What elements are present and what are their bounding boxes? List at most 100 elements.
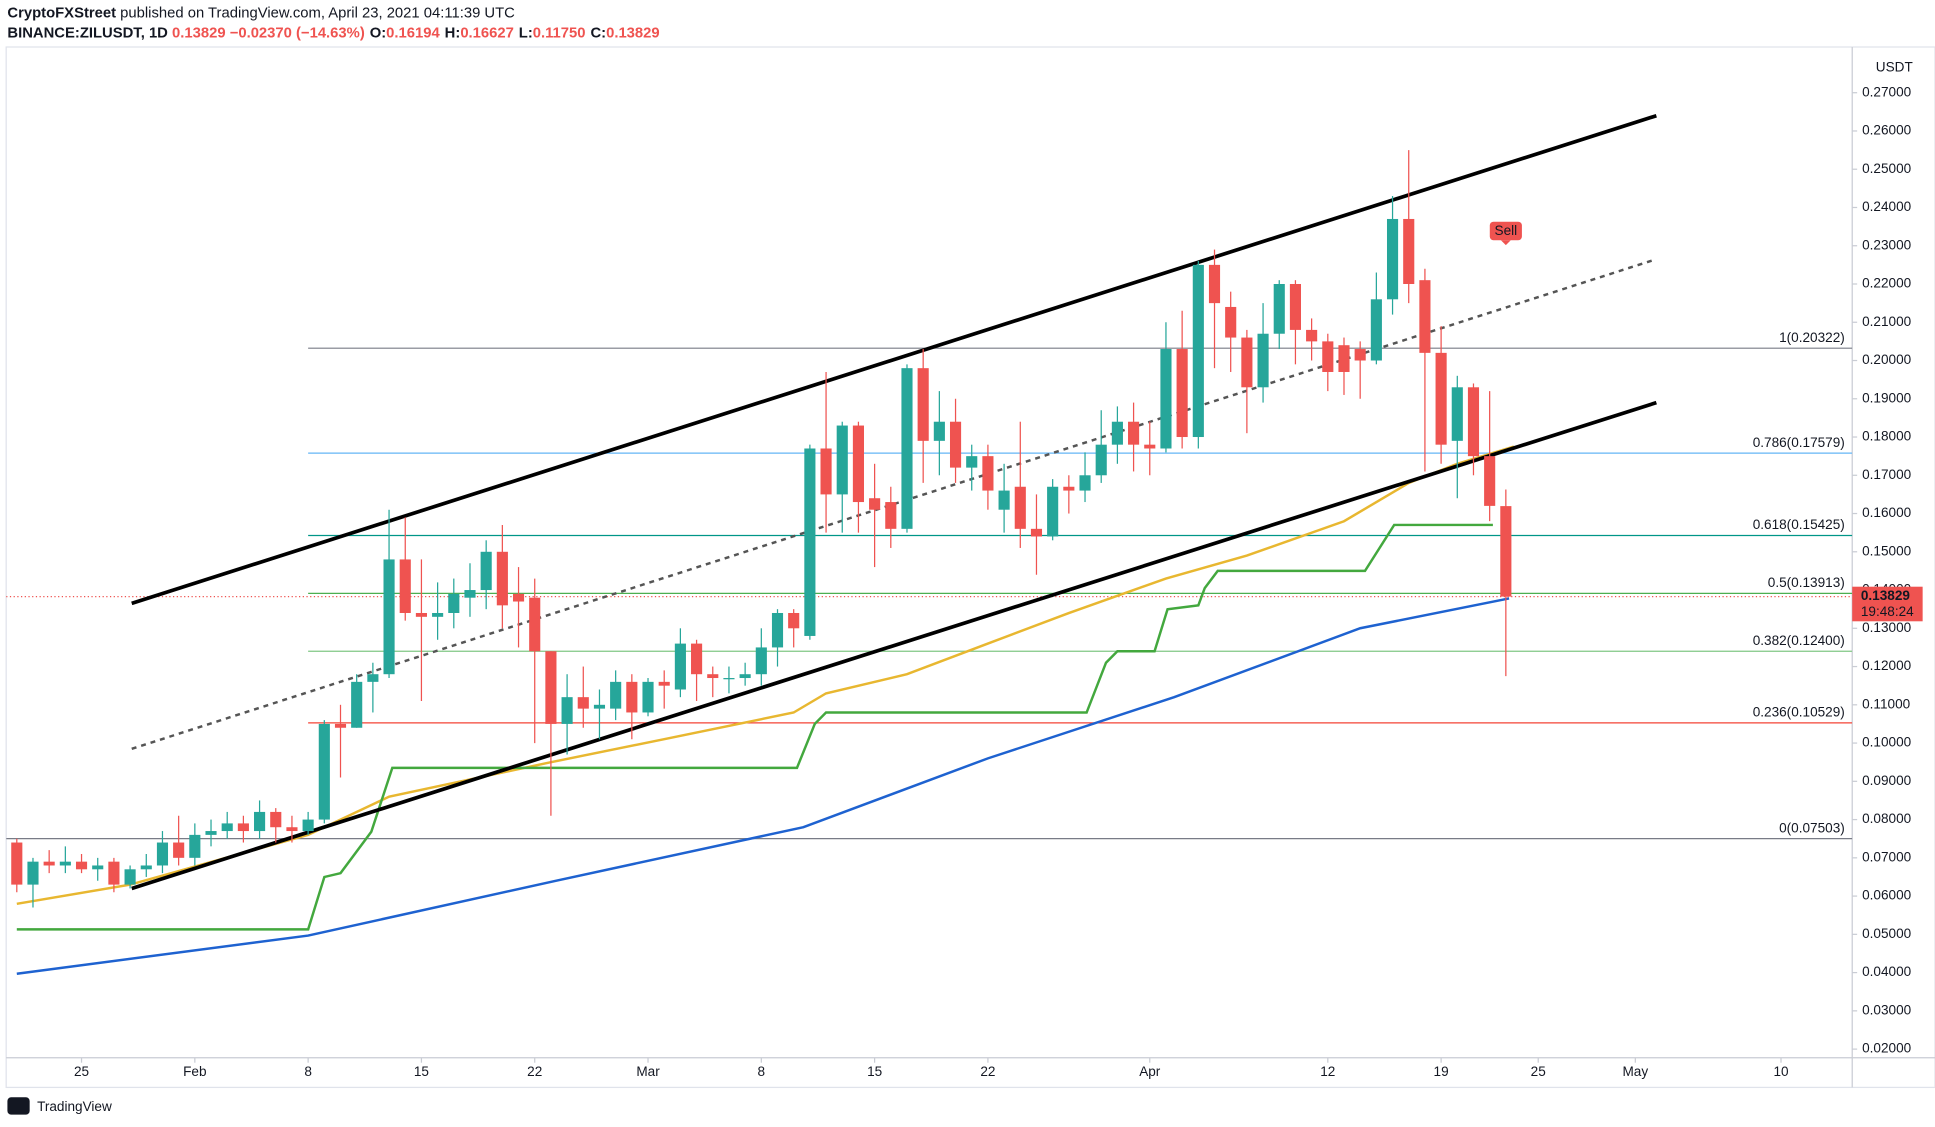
y-tick-label: 0.19000 — [1862, 390, 1912, 405]
y-tick-label: 0.10000 — [1862, 735, 1912, 750]
candle-body — [59, 861, 71, 866]
candle-body — [982, 456, 994, 491]
candle-body — [1419, 280, 1431, 353]
currency: USDT — [1876, 60, 1913, 75]
x-tick-label: 22 — [980, 1064, 995, 1079]
candle-body — [788, 612, 800, 629]
x-tick-label: 8 — [304, 1064, 312, 1079]
plot: 1(0.20322) 0.786(0.17579) 0.618(0.15425) 0.… — [6, 113, 1853, 975]
last-price-box — [1852, 586, 1923, 622]
overlay-line — [131, 113, 1657, 606]
candle-body — [998, 490, 1010, 510]
fib-label: 1(0.20322) — [1779, 330, 1845, 345]
sell-marker — [1489, 221, 1522, 241]
candle-body — [1257, 333, 1269, 388]
candle-body — [1403, 218, 1415, 284]
ohlc-label: H: — [445, 25, 461, 41]
y-tick-label: 0.04000 — [1862, 964, 1912, 979]
candle-body — [1289, 283, 1301, 330]
header-line-2: BINANCE:ZILUSDT, 1D 0.13829 −0.02370 (−1… — [7, 25, 659, 41]
ohlc-value: 0.11750 — [533, 25, 586, 41]
y-tick-label: 0.11000 — [1862, 696, 1911, 711]
candle-body — [75, 861, 88, 870]
x-tick-label: Feb — [183, 1064, 206, 1079]
candle-body — [1192, 264, 1204, 438]
candle-body — [92, 865, 104, 870]
candle-body — [1500, 506, 1512, 597]
candle-body — [1241, 337, 1253, 388]
fib-label: 0(0.07503) — [1779, 820, 1845, 835]
symbol: BINANCE:ZILUSDT, 1D — [7, 25, 168, 41]
fib-label: 0.382(0.12400) — [1753, 633, 1845, 648]
candle-body — [367, 674, 379, 682]
x-tick-label: 19 — [1434, 1064, 1449, 1079]
y-tick-label: 0.12000 — [1862, 658, 1912, 673]
ohlc-value: 0.16194 — [386, 25, 440, 41]
candle-body — [1354, 349, 1366, 361]
candle-body — [642, 681, 654, 713]
candle-body — [577, 697, 589, 709]
header-line-1: CryptoFXStreet published on TradingView.… — [7, 6, 515, 22]
candle-body — [205, 831, 217, 835]
candle-body — [593, 704, 606, 709]
candle-body — [1128, 421, 1140, 445]
candle-body — [1160, 349, 1172, 449]
candle-body — [1176, 349, 1188, 438]
footer: TradingView — [7, 1097, 112, 1115]
candle-body — [1451, 387, 1463, 441]
candle-body — [512, 593, 525, 602]
candle-body — [351, 681, 363, 728]
candle-body — [1273, 283, 1285, 334]
candle-body — [270, 811, 282, 828]
candle-body — [820, 448, 832, 495]
candle-body — [254, 811, 266, 832]
fib-label: 0.236(0.10529) — [1753, 705, 1845, 720]
candle-body — [966, 456, 978, 468]
y-tick-label: 0.27000 — [1862, 84, 1912, 99]
candle-body — [901, 368, 913, 529]
candle-body — [286, 827, 298, 832]
candle-body — [1338, 345, 1350, 372]
y-tick-label: 0.08000 — [1862, 811, 1912, 826]
candle-body — [739, 674, 751, 679]
x-tick-label: 25 — [1531, 1064, 1546, 1079]
candle-body — [383, 559, 395, 675]
candle-body — [561, 697, 573, 724]
candle-body — [1208, 264, 1221, 304]
author: CryptoFXStreet — [7, 6, 116, 22]
candle-body — [691, 643, 703, 675]
sell-label: Sell — [1495, 223, 1518, 238]
x-tick-label: 22 — [527, 1064, 542, 1079]
y-tick-label: 0.09000 — [1862, 773, 1912, 788]
x-tick-label: 15 — [414, 1064, 429, 1079]
y-tick-label: 0.15000 — [1862, 543, 1912, 558]
candle-body — [771, 612, 784, 648]
ohlc-label: L: — [519, 25, 533, 41]
candle-body — [1386, 218, 1399, 300]
y-tick-label: 0.26000 — [1862, 123, 1912, 138]
overlay-line — [131, 400, 1657, 891]
candle-body — [755, 647, 767, 675]
candle-body — [885, 502, 897, 529]
candle-body — [1144, 444, 1156, 449]
candle-body — [852, 425, 864, 503]
candle-body — [27, 861, 39, 885]
x-tick-label: Apr — [1139, 1064, 1161, 1079]
candle-body — [626, 681, 638, 713]
x-tick-label: Mar — [636, 1064, 660, 1079]
y-tick-label: 0.05000 — [1862, 926, 1912, 941]
y-tick-label: 0.03000 — [1862, 1002, 1912, 1017]
candle-body — [448, 593, 460, 613]
y-tick-label: 0.23000 — [1862, 237, 1912, 252]
x-tick-label: 10 — [1773, 1064, 1789, 1079]
y-tick-label: 0.18000 — [1862, 429, 1912, 444]
candle-body — [173, 842, 185, 858]
candle-body — [189, 834, 201, 858]
candle-body — [545, 651, 557, 724]
candle-body — [496, 551, 508, 606]
candle-body — [432, 612, 444, 617]
candle-body — [221, 823, 233, 832]
y-tick-label: 0.16000 — [1862, 505, 1912, 520]
